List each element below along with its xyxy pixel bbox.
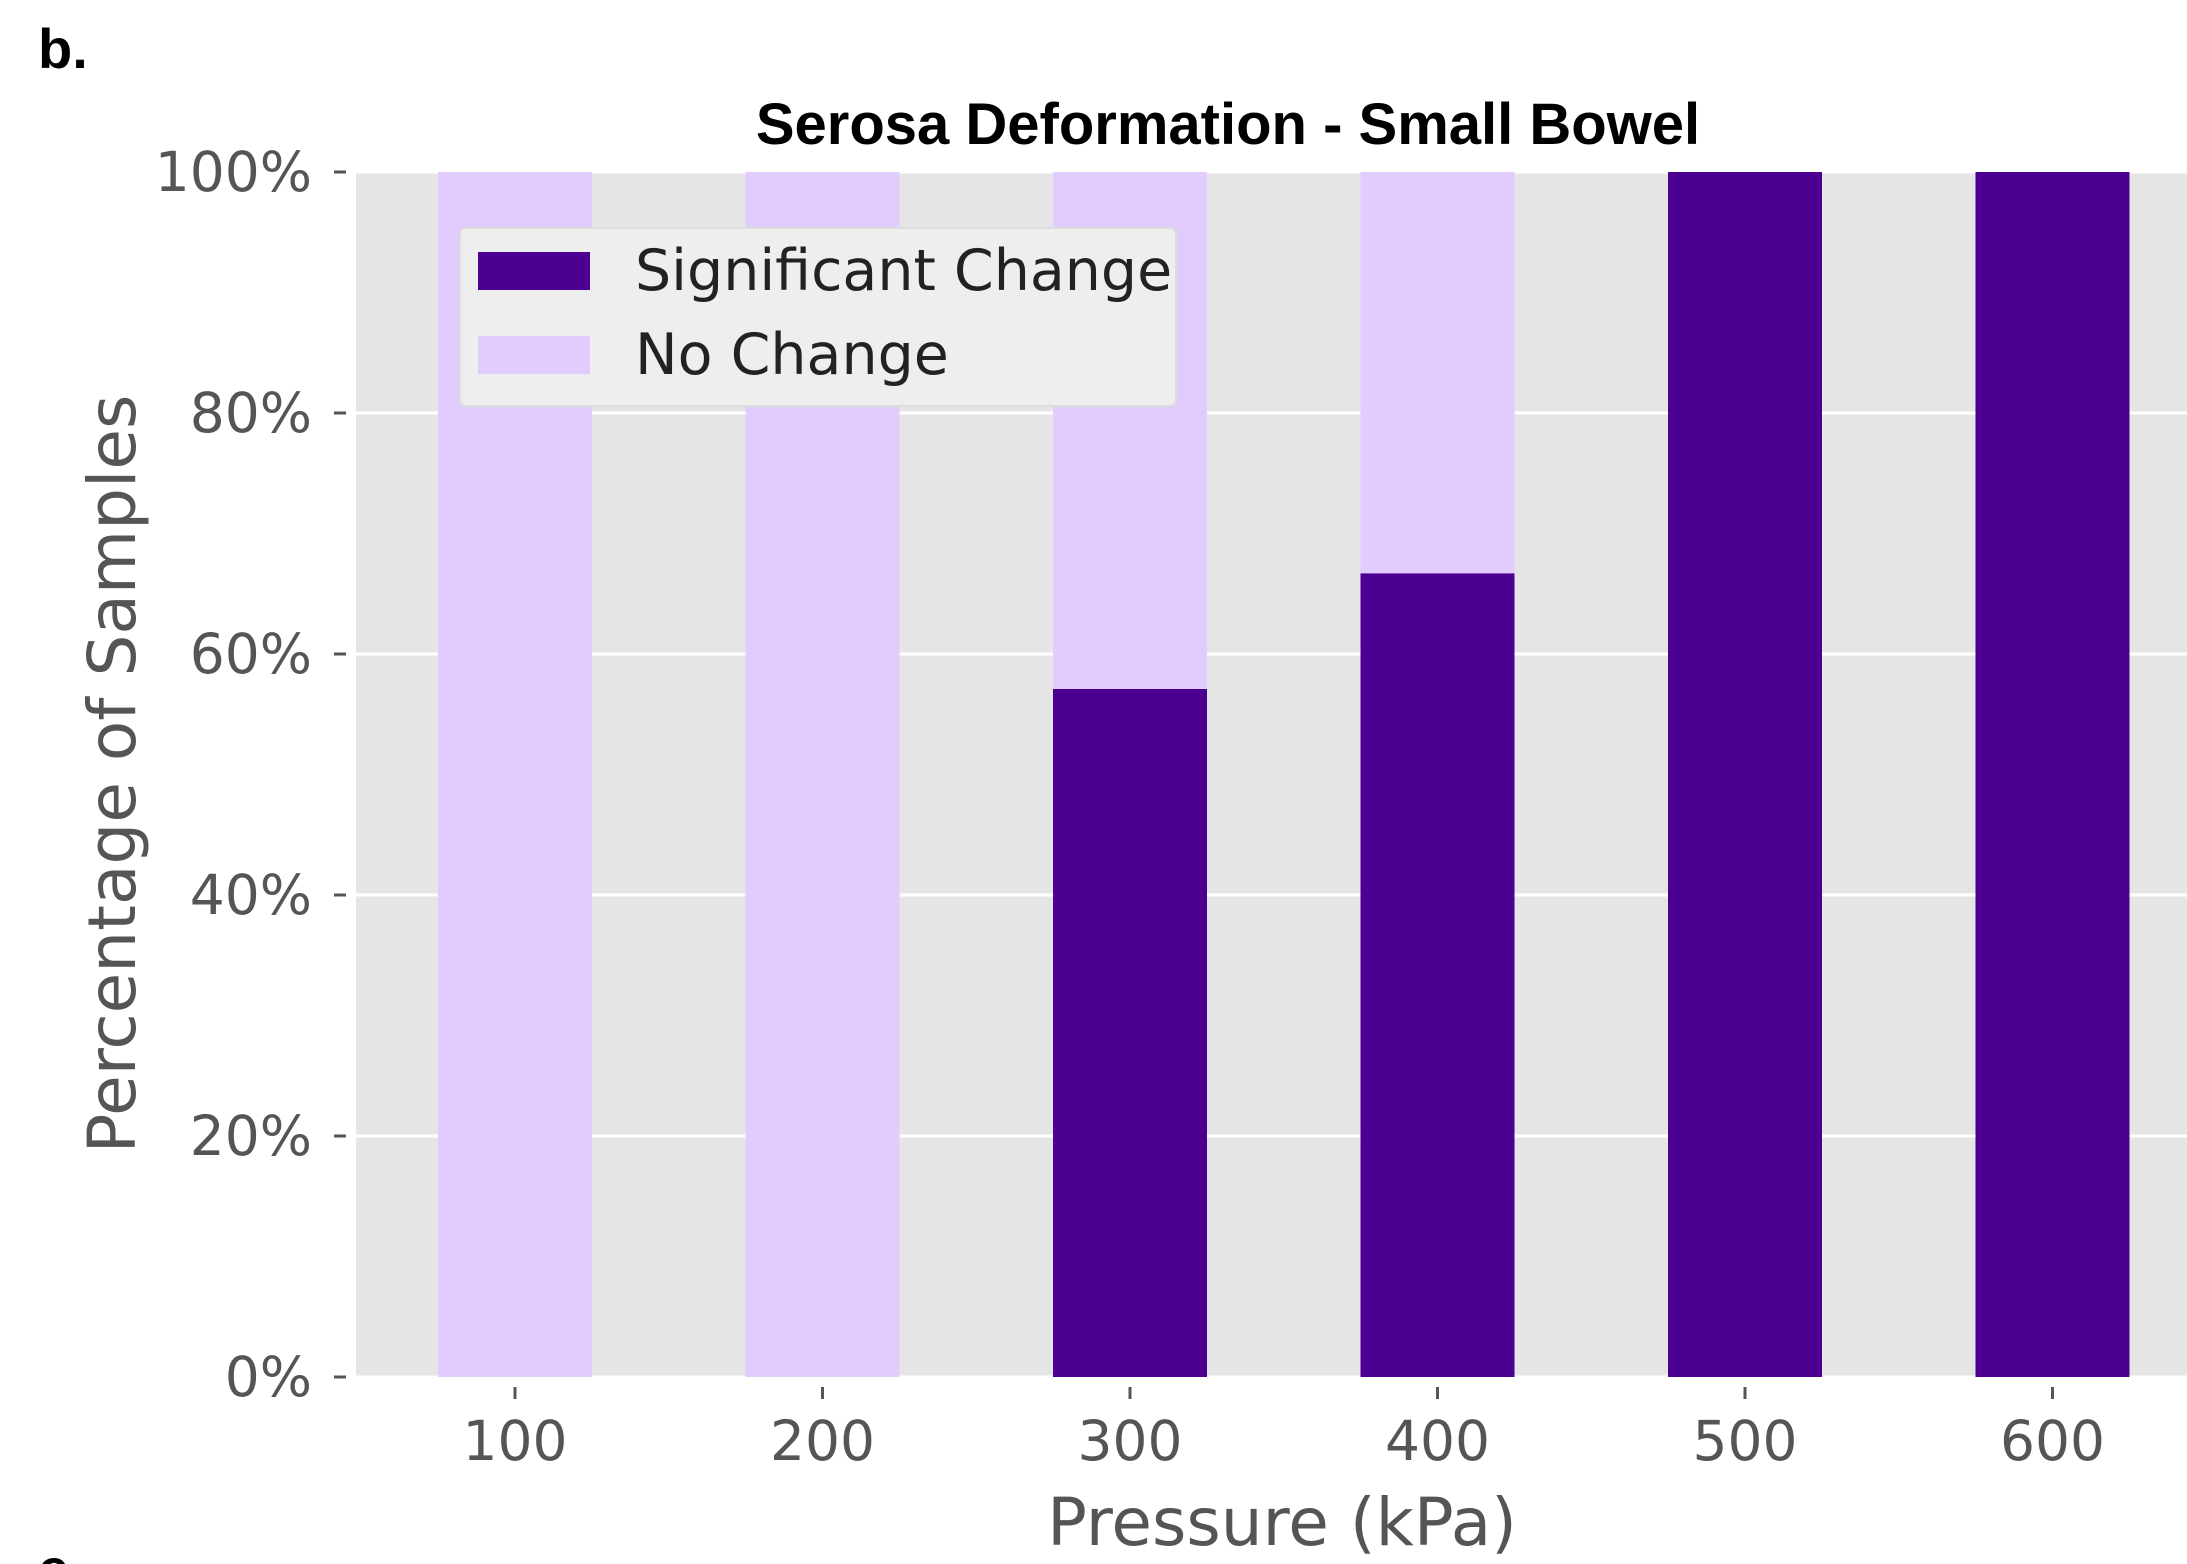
legend-label-significant-change: Significant Change — [635, 238, 1172, 304]
x-axis-ticks: 100 200 300 400 500 600 — [463, 1387, 2105, 1473]
bar-significant-change-600 — [1975, 172, 2130, 1377]
y-tick-label: 80% — [190, 381, 312, 445]
x-tick-label: 600 — [2000, 1409, 2105, 1473]
x-tick-label: 200 — [770, 1409, 875, 1473]
y-axis-label: Percentage of Samples — [74, 395, 151, 1154]
legend[interactable]: Significant Change No Change — [459, 227, 1177, 407]
bars — [438, 172, 2130, 1377]
bar-significant-change-300 — [1053, 688, 1207, 1377]
y-tick-label: 60% — [190, 622, 312, 686]
y-tick-label: 20% — [190, 1104, 312, 1168]
next-panel-label: e — [38, 1537, 69, 1564]
bar-no-change-400 — [1360, 172, 1515, 574]
x-tick-label: 300 — [1078, 1409, 1183, 1473]
x-axis-label: Pressure (kPa) — [1047, 1484, 1517, 1561]
bar-significant-change-400 — [1360, 573, 1515, 1377]
chart-title: Serosa Deformation - Small Bowel — [756, 92, 1700, 157]
legend-label-no-change: No Change — [635, 322, 949, 388]
x-tick-label: 500 — [1693, 1409, 1798, 1473]
x-tick-label: 400 — [1385, 1409, 1490, 1473]
y-axis-ticks: 0% 20% 40% 60% 80% 100% — [155, 140, 346, 1409]
legend-frame — [459, 227, 1177, 407]
panel-label: b. — [38, 17, 88, 80]
legend-swatch-no-change — [478, 336, 590, 374]
x-tick-label: 100 — [463, 1409, 568, 1473]
legend-swatch-significant-change — [478, 252, 590, 290]
y-tick-label: 100% — [155, 140, 312, 204]
y-tick-label: 40% — [190, 863, 312, 927]
bar-significant-change-500 — [1668, 172, 1822, 1377]
y-tick-label: 0% — [225, 1345, 312, 1409]
